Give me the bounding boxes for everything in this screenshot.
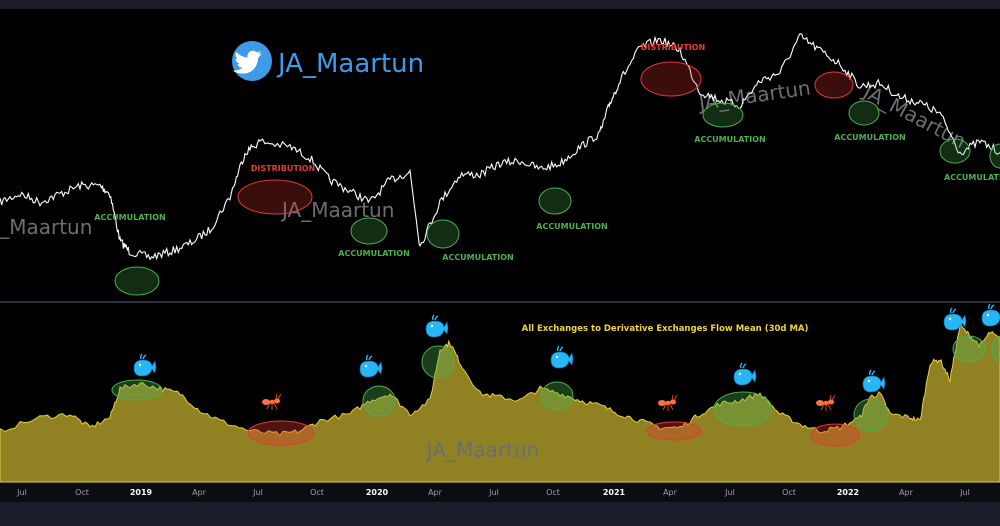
price-highlights [114, 61, 1000, 296]
annotation-label: ACCUMULATION [94, 213, 165, 222]
x-tick-label: Jul [16, 488, 27, 497]
flow-watermark: JA_Maartun [425, 438, 539, 462]
accumulation-highlight [350, 217, 388, 245]
annotation-label: ACCUMULATION [694, 135, 765, 144]
price-pane [0, 9, 1000, 302]
x-tick-label: 2022 [837, 488, 859, 497]
accumulation-highlight [114, 266, 160, 296]
whale-highlight [713, 391, 773, 427]
accumulation-highlight [848, 100, 880, 126]
twitter-icon [232, 41, 272, 81]
ant-highlight [810, 423, 860, 447]
distribution-highlight [237, 179, 313, 215]
x-tick-label: Apr [899, 488, 914, 497]
x-tick-label: Jul [252, 488, 263, 497]
distribution-highlight [640, 61, 702, 97]
annotation-label: ACCUMULATION [944, 173, 1000, 182]
annotation-label: DISTRIBUTION [641, 43, 706, 52]
flow-area-series [0, 323, 1000, 483]
whale-highlight [362, 385, 396, 417]
x-axis: Jul Oct 2019 Apr Jul Oct 2020 Apr Jul Oc… [16, 488, 970, 497]
flow-highlights [111, 335, 1000, 447]
accumulation-highlight [989, 143, 1000, 169]
flow-chart-title: All Exchanges to Derivative Exchanges Fl… [522, 324, 809, 334]
ant-highlight [646, 421, 702, 441]
accumulation-highlight [538, 187, 572, 215]
whale-highlight [991, 335, 1000, 363]
x-tick-label: 2020 [366, 488, 389, 497]
accumulation-highlight [702, 102, 744, 128]
distribution-highlight [814, 71, 854, 99]
x-tick-label: Oct [310, 488, 324, 497]
twitter-handle: JA_Maartun [276, 49, 424, 79]
whale-highlight [111, 379, 163, 401]
price-series-line [0, 33, 1000, 261]
time-axis-bar [0, 482, 1000, 502]
accumulation-highlight [426, 219, 460, 249]
x-tick-label: Oct [75, 488, 89, 497]
x-tick-label: 2021 [603, 488, 626, 497]
x-tick-label: Jul [959, 488, 970, 497]
x-tick-label: Apr [663, 488, 678, 497]
annotation-label: ACCUMULATION [834, 133, 905, 142]
whale-highlight [853, 398, 889, 432]
whale-highlight [421, 345, 455, 379]
accumulation-highlight [939, 138, 971, 164]
x-tick-label: 2019 [130, 488, 153, 497]
price-watermark: JA_Maartun [0, 215, 92, 239]
x-tick-label: Oct [782, 488, 796, 497]
whale-highlight [540, 381, 574, 411]
x-tick-label: Jul [488, 488, 499, 497]
x-tick-label: Apr [192, 488, 207, 497]
x-tick-label: Apr [428, 488, 443, 497]
annotation-label: ACCUMULATION [338, 249, 409, 258]
annotation-label: ACCUMULATION [536, 222, 607, 231]
ant-highlight [247, 420, 315, 446]
annotation-label: DISTRIBUTION [251, 164, 316, 173]
x-tick-label: Oct [546, 488, 560, 497]
x-tick-label: Jul [724, 488, 735, 497]
whale-highlight [952, 335, 986, 363]
annotation-label: ACCUMULATION [442, 253, 513, 262]
